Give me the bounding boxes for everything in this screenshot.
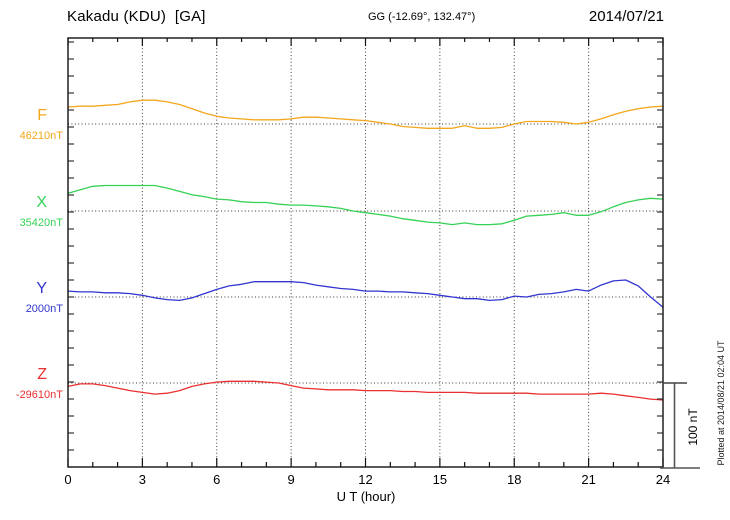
trace-F (67, 99, 664, 129)
x-tick-label-0: 0 (64, 472, 72, 487)
trace-X (67, 184, 664, 226)
channel-label-Z: Z (37, 366, 47, 383)
x-tick-label-15: 15 (432, 472, 448, 487)
x-tick-label-9: 9 (287, 472, 295, 487)
scale-bar-label: 100 nT (686, 408, 700, 446)
baseline-value-Z: -29610nT (15, 389, 63, 401)
x-axis-title: U T (hour) (336, 489, 396, 504)
trace-Y (67, 279, 664, 308)
baseline-value-X: 35420nT (19, 217, 63, 229)
x-tick-label-18: 18 (507, 472, 522, 487)
x-tick-label-3: 3 (138, 472, 146, 487)
plot-date: 2014/07/21 (588, 8, 664, 25)
station-title: Kakadu (KDU) [GA] (67, 8, 206, 25)
channel-label-F: F (37, 107, 47, 124)
plotted-at-watermark: Plotted at 2014/08/21 02:04 UT (716, 340, 726, 466)
channel-label-Y: Y (36, 280, 47, 297)
geographic-coordinates: GG (-12.69°, 132.47°) (368, 11, 476, 23)
x-tick-label-6: 6 (213, 472, 221, 487)
x-tick-label-12: 12 (358, 472, 373, 487)
channel-label-X: X (36, 194, 47, 211)
baseline-value-F: 46210nT (19, 130, 63, 142)
baseline-value-Y: 2000nT (25, 303, 63, 315)
x-tick-label-21: 21 (581, 472, 596, 487)
x-tick-label-24: 24 (655, 472, 671, 487)
trace-Z (67, 380, 664, 401)
